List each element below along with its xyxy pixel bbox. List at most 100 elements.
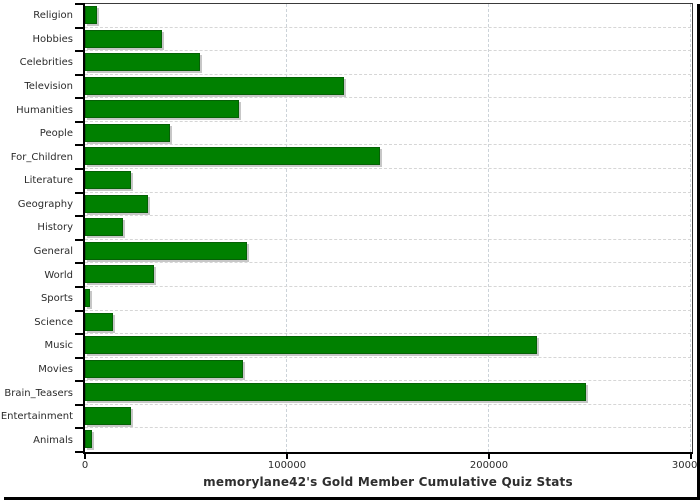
gridline-vertical	[690, 4, 691, 452]
y-axis-label: Humanities	[16, 104, 73, 116]
y-axis-tick	[75, 380, 84, 383]
gridline-horizontal	[85, 333, 691, 335]
y-axis-label: Geography	[17, 198, 73, 210]
gridline-horizontal	[85, 309, 691, 311]
bar-general	[85, 241, 247, 260]
bar-animals	[85, 430, 92, 449]
bar-music	[85, 336, 537, 355]
gridline-horizontal	[85, 120, 691, 122]
y-axis-label: Entertainment	[0, 411, 73, 423]
y-axis-line	[83, 3, 85, 454]
x-axis-tick-label: 200000	[469, 460, 509, 471]
gridline-horizontal	[85, 50, 691, 52]
bar-literature	[85, 171, 131, 190]
bar-geography	[85, 194, 148, 213]
y-axis-tick	[75, 333, 84, 336]
y-axis-label: People	[39, 128, 73, 140]
x-axis-tick-label: 0	[81, 460, 89, 471]
x-axis-line	[83, 452, 693, 454]
bar-movies	[85, 359, 243, 378]
y-axis-tick	[75, 403, 84, 406]
y-axis-tick	[75, 451, 84, 453]
bar-sports	[85, 288, 90, 307]
y-axis-tick	[75, 238, 84, 241]
y-axis-tick	[75, 427, 84, 430]
gridline-horizontal	[85, 380, 691, 382]
y-axis-label: Television	[24, 81, 73, 93]
gridline-horizontal	[85, 285, 691, 287]
y-axis-tick	[75, 262, 84, 265]
y-axis-tick	[75, 309, 84, 312]
bar-world	[85, 265, 154, 284]
gridline-horizontal	[85, 262, 691, 264]
y-axis-tick	[75, 144, 84, 147]
y-axis-tick	[75, 191, 84, 194]
y-axis-label: Movies	[38, 363, 73, 375]
y-axis-tick	[75, 97, 84, 100]
y-axis-label: Music	[44, 340, 73, 352]
y-axis-label: World	[44, 269, 73, 281]
bar-television	[85, 76, 344, 95]
y-axis-label: Hobbies	[32, 33, 73, 45]
frame-shadow-right	[697, 4, 700, 500]
y-axis-label: Animals	[33, 434, 73, 446]
x-axis-tick	[84, 454, 86, 459]
gridline-horizontal	[85, 215, 691, 217]
y-axis-tick	[75, 73, 84, 76]
y-axis-label: Religion	[33, 10, 73, 22]
bar-history	[85, 218, 123, 237]
y-axis-tick	[75, 285, 84, 288]
x-axis-tick	[286, 454, 288, 459]
x-axis-tick	[690, 454, 692, 459]
y-axis-label: Celebrities	[19, 57, 73, 69]
gridline-horizontal	[85, 26, 691, 28]
bar-people	[85, 123, 170, 142]
y-axis-tick	[75, 215, 84, 218]
gridline-horizontal	[85, 191, 691, 193]
gridline-horizontal	[85, 97, 691, 99]
x-axis-tick-label: 300000	[671, 460, 700, 471]
y-axis-tick	[75, 120, 84, 123]
gridline-horizontal	[85, 168, 691, 170]
y-axis-label: Sports	[40, 293, 73, 305]
gridline-horizontal	[85, 73, 691, 75]
y-axis-tick	[75, 26, 84, 29]
y-axis-label: History	[37, 222, 73, 234]
y-axis-tick	[75, 168, 84, 171]
gridline-vertical	[286, 4, 287, 452]
plot-border	[83, 3, 693, 454]
gridline-horizontal	[85, 427, 691, 429]
y-axis-tick	[75, 50, 84, 53]
bar-religion	[85, 6, 97, 24]
x-axis-tick	[488, 454, 490, 459]
y-axis-label: Literature	[24, 175, 73, 187]
gridline-horizontal	[85, 144, 691, 146]
y-axis-label: Science	[34, 316, 73, 328]
bar-celebrities	[85, 53, 200, 72]
y-axis-tick	[75, 356, 84, 359]
gridline-vertical	[488, 4, 489, 452]
gridline-horizontal	[85, 238, 691, 240]
x-axis-tick-label: 100000	[267, 460, 307, 471]
bar-humanities	[85, 100, 239, 119]
bar-for_children	[85, 147, 380, 166]
gridline-horizontal	[85, 403, 691, 405]
y-axis-label: General	[33, 246, 73, 258]
bar-hobbies	[85, 29, 162, 48]
bar-science	[85, 312, 113, 331]
bar-brain_teasers	[85, 383, 586, 402]
chart-title: memorylane42's Gold Member Cumulative Qu…	[203, 475, 573, 489]
bar-entertainment	[85, 406, 131, 425]
frame-shadow-bottom	[4, 497, 700, 500]
y-axis-tick	[75, 3, 84, 5]
y-axis-label: For_Children	[10, 151, 73, 163]
y-axis-label: Brain_Teasers	[4, 387, 73, 399]
gridline-horizontal	[85, 356, 691, 358]
